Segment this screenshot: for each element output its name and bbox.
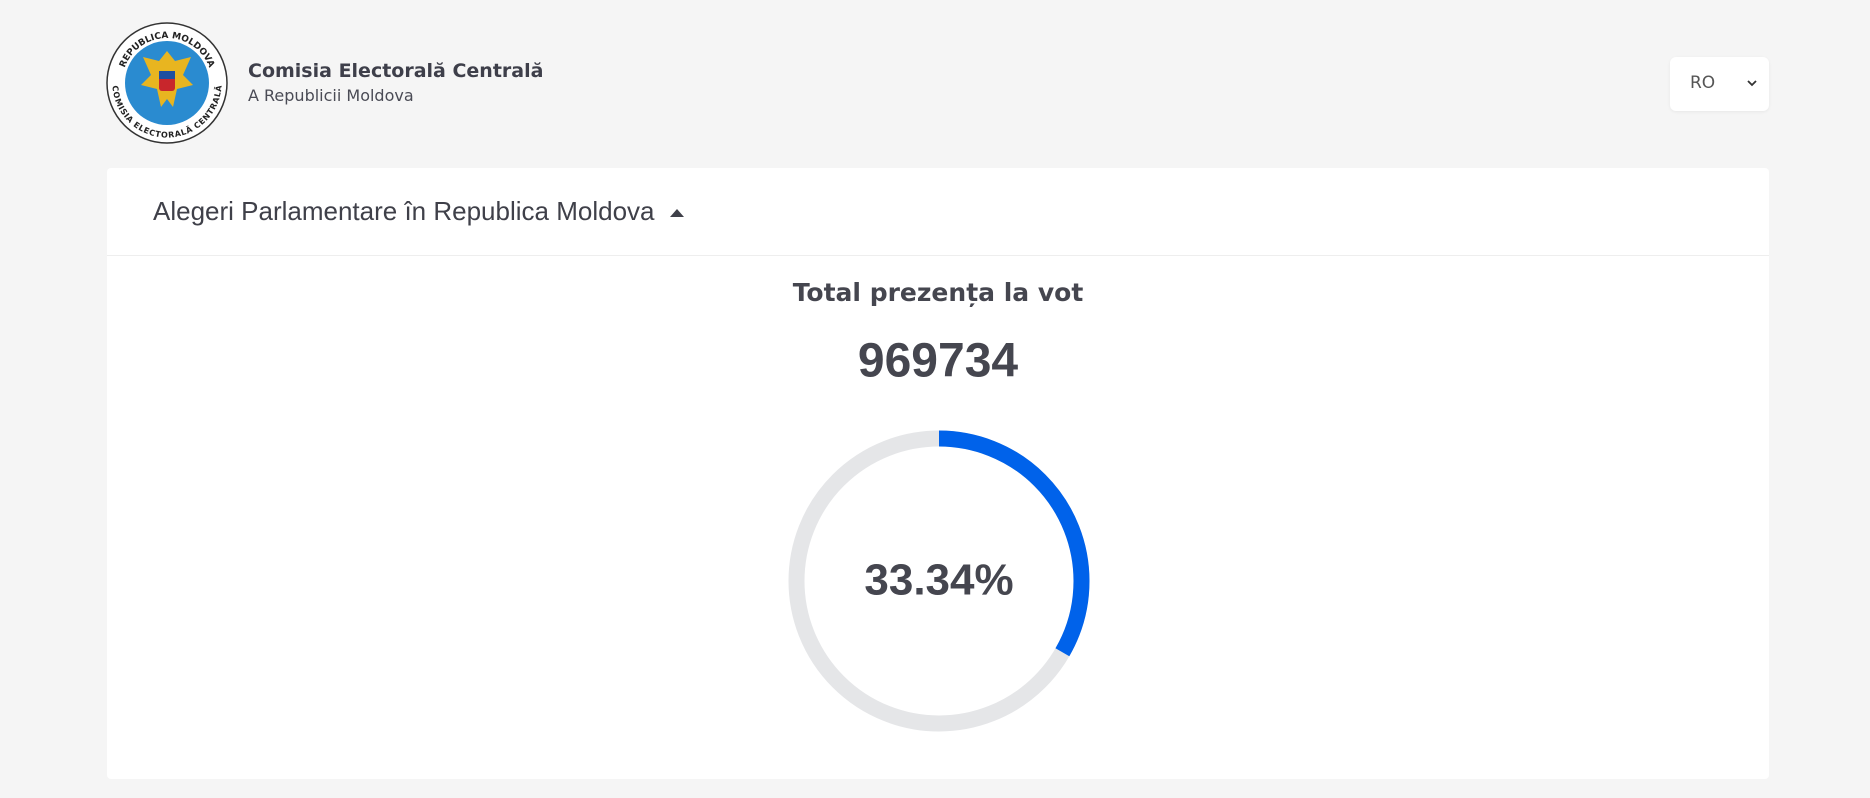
language-select[interactable]: RO [1670,57,1769,111]
logo: REPUBLICA MOLDOVA COMISIA ELECTORALĂ CEN… [106,22,228,144]
donut-arc [788,430,1090,732]
language-value: RO [1690,73,1716,93]
turnout-chart: 969734 33.34% [788,335,1090,732]
card-header[interactable]: Alegeri Parlamentare în Republica Moldov… [107,168,1769,256]
turnout-title: Total prezența la vot [792,278,1084,307]
site-title: Comisia Electorală Centrală [248,60,544,82]
card-heading: Alegeri Parlamentare în Republica Moldov… [153,196,655,226]
results-card: Alegeri Parlamentare în Republica Moldov… [107,168,1769,779]
turnout-percent: 33.34% [864,556,1013,605]
site-subtitle: A Republicii Moldova [248,86,414,105]
select-chevron [1747,80,1757,87]
collapse-caret [670,209,684,217]
turnout-count: 969734 [858,335,1018,388]
